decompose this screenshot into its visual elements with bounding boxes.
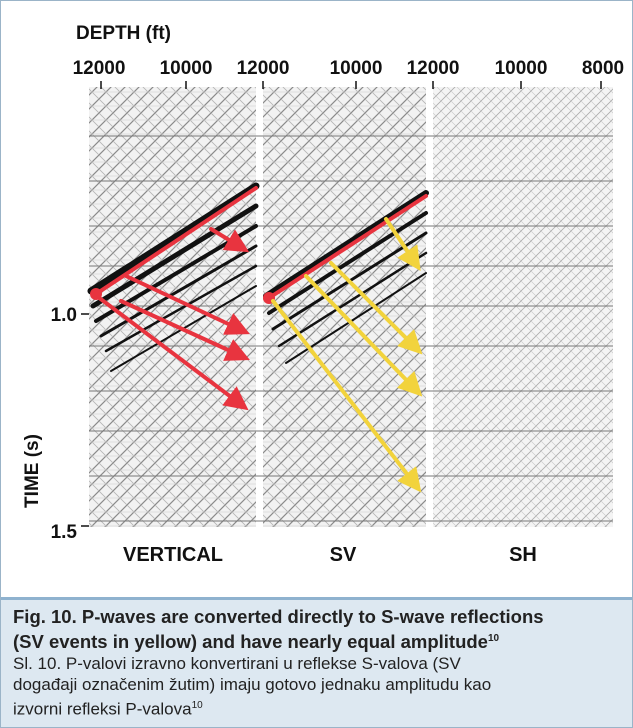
panel-label: SH xyxy=(509,544,537,566)
caption-text: (SV events in yellow) and have nearly eq… xyxy=(13,631,488,653)
tick-label: 8000 xyxy=(582,58,624,79)
caption-text: izvorni refleksi P-valova xyxy=(13,699,192,719)
tick-label: 10000 xyxy=(330,58,383,79)
tick-label: 12000 xyxy=(407,58,460,79)
caption-line: (SV events in yellow) and have nearly eq… xyxy=(13,628,622,653)
tick-label: 10000 xyxy=(160,58,213,79)
caption-text: događaji označenim žutim) imaju gotovo j… xyxy=(13,675,492,695)
seismic-figure: DEPTH (ft) 12000 10000 12000 10000 12000… xyxy=(22,23,624,566)
axis-title: TIME (s) xyxy=(22,434,43,508)
tick-label: 12000 xyxy=(237,58,290,79)
caption-text: Fig. 10. P-waves are converted directly … xyxy=(13,606,544,627)
panel-label: SV xyxy=(330,544,357,566)
tick-label: 1.5 xyxy=(51,522,78,543)
tick-label: 1.0 xyxy=(51,305,77,326)
caption: Fig. 10. P-waves are converted directly … xyxy=(1,597,632,727)
panel-label: VERTICAL xyxy=(123,544,223,566)
caption-line: izvorni refleksi P-valova10 xyxy=(13,695,622,720)
superscript: 10 xyxy=(191,700,203,712)
tick-label: 10000 xyxy=(495,58,548,79)
axis-title: DEPTH (ft) xyxy=(76,23,171,44)
tick-label: 12000 xyxy=(73,58,126,79)
caption-text: Sl. 10. P-valovi izravno konvertirani u … xyxy=(13,654,461,674)
caption-line: događaji označenim žutim) imaju gotovo j… xyxy=(13,674,622,695)
superscript: 10 xyxy=(487,633,500,644)
caption-line: Fig. 10. P-waves are converted directly … xyxy=(13,606,622,628)
caption-line: Sl. 10. P-valovi izravno konvertirani u … xyxy=(13,653,622,674)
